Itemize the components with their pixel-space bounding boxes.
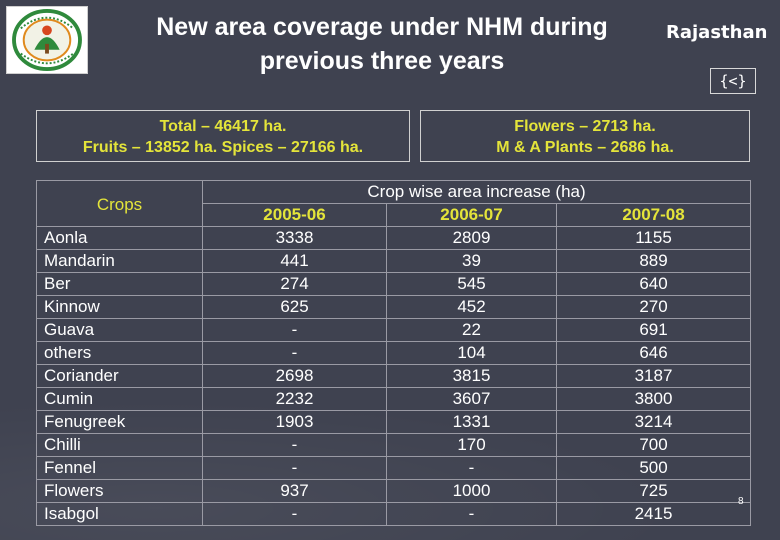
- value-2006-07-cell: 170: [386, 433, 557, 457]
- table-row: Flowers 937 1000 725: [36, 479, 752, 503]
- summary-fruits-spices: Fruits – 13852 ha. Spices – 27166 ha.: [82, 139, 364, 156]
- summary-plants: M & A Plants – 2686 ha.: [496, 139, 674, 156]
- year-header-1: 2005-06: [202, 203, 387, 227]
- table-group-header-row: Crops Crop wise area increase (ha): [36, 180, 752, 227]
- state-label: Rajasthan: [666, 22, 768, 43]
- page-number: 8: [738, 496, 744, 507]
- table-row: Fennel - -500: [36, 456, 752, 480]
- year-header-2: 2006-07: [386, 203, 557, 227]
- value-2006-07-cell: 2809: [386, 226, 557, 250]
- table-row: Fenugreek 1903 1331 3214: [36, 410, 752, 434]
- value-2006-07-cell: -: [386, 502, 557, 526]
- value-2007-08-cell: 889: [555, 249, 752, 273]
- value-2005-06-cell: 937: [202, 479, 387, 503]
- nhm-logo: [6, 6, 88, 74]
- value-2005-06-cell: 2698: [202, 364, 387, 388]
- crop-name-cell: Chilli: [36, 433, 203, 457]
- crop-name-cell: Coriander: [36, 364, 203, 388]
- table-row: Guava -22 691: [36, 318, 752, 342]
- summary-total: Total – 46417 ha.: [159, 118, 287, 135]
- crop-name-cell: Isabgol: [36, 502, 203, 526]
- summary-box-left: Total – 46417 ha. Fruits – 13852 ha. Spi…: [36, 110, 410, 162]
- crop-name-cell: Flowers: [36, 479, 203, 503]
- value-2007-08-cell: 270: [555, 295, 752, 319]
- table-row: Kinnow 625 452 270: [36, 295, 752, 319]
- value-2005-06-cell: 441: [202, 249, 387, 273]
- value-2005-06-cell: 625: [202, 295, 387, 319]
- value-2006-07-cell: 545: [386, 272, 557, 296]
- value-2007-08-cell: 725: [555, 479, 752, 503]
- crops-column-header: Crops: [36, 180, 203, 227]
- value-2006-07-cell: 3607: [386, 387, 557, 411]
- crop-area-table: Crops Crop wise area increase (ha) 2005-…: [36, 180, 752, 526]
- nav-back-button[interactable]: {<}: [710, 68, 756, 94]
- value-2007-08-cell: 691: [555, 318, 752, 342]
- crop-name-cell: Aonla: [36, 226, 203, 250]
- value-2006-07-cell: 39: [386, 249, 557, 273]
- crop-name-cell: Fennel: [36, 456, 203, 480]
- value-2007-08-cell: 2415: [555, 502, 752, 526]
- value-2007-08-cell: 1155: [555, 226, 752, 250]
- value-2007-08-cell: 646: [555, 341, 752, 365]
- crop-name-cell: Kinnow: [36, 295, 203, 319]
- table-year-header-row: 2005-06 2006-07 2007-08: [37, 203, 752, 227]
- value-2005-06-cell: 2232: [202, 387, 387, 411]
- table-row: Ber 274 545 640: [36, 272, 752, 296]
- value-2005-06-cell: -: [202, 318, 387, 342]
- table-row: Coriander 2698 3815 3187: [36, 364, 752, 388]
- value-2006-07-cell: 452: [386, 295, 557, 319]
- value-2005-06-cell: 274: [202, 272, 387, 296]
- crop-name-cell: Guava: [36, 318, 203, 342]
- table-row: Chilli -170 700: [36, 433, 752, 457]
- table-row: Mandarin 441 39 889: [36, 249, 752, 273]
- value-2005-06-cell: -: [202, 433, 387, 457]
- summary-box-right: Flowers – 2713 ha. M & A Plants – 2686 h…: [420, 110, 750, 162]
- value-2007-08-cell: 500: [555, 456, 752, 480]
- table-body: Aonla 3338 2809 1155 Mandarin 441 39 889 Ber 274 5…: [36, 226, 752, 526]
- value-2006-07-cell: 104: [386, 341, 557, 365]
- table-row: Cumin 2232 3607 3800: [36, 387, 752, 411]
- crop-name-cell: Ber: [36, 272, 203, 296]
- title-line-2: previous three years: [259, 47, 505, 75]
- value-2006-07-cell: 1331: [386, 410, 557, 434]
- value-2007-08-cell: 700: [555, 433, 752, 457]
- page-title: New area coverage under NHM during previ…: [112, 10, 652, 78]
- value-2005-06-cell: -: [202, 502, 387, 526]
- area-increase-header: Crop wise area increase (ha): [201, 180, 752, 204]
- value-2007-08-cell: 3214: [555, 410, 752, 434]
- value-2006-07-cell: 3815: [386, 364, 557, 388]
- value-2006-07-cell: -: [386, 456, 557, 480]
- table-row: Aonla 3338 2809 1155: [36, 226, 752, 250]
- value-2005-06-cell: -: [202, 341, 387, 365]
- title-line-1: New area coverage under NHM during: [156, 13, 608, 41]
- crop-name-cell: Fenugreek: [36, 410, 203, 434]
- value-2007-08-cell: 3800: [555, 387, 752, 411]
- value-2006-07-cell: 1000: [386, 479, 557, 503]
- crop-name-cell: others: [36, 341, 203, 365]
- crop-name-cell: Cumin: [36, 387, 203, 411]
- table-row: others -104 646: [36, 341, 752, 365]
- value-2006-07-cell: 22: [386, 318, 557, 342]
- table-row: Isabgol - -2415: [36, 502, 752, 526]
- value-2007-08-cell: 3187: [555, 364, 752, 388]
- value-2005-06-cell: 1903: [202, 410, 387, 434]
- summary-flowers: Flowers – 2713 ha.: [514, 118, 656, 135]
- logo-emblem-icon: [12, 8, 82, 72]
- crop-name-cell: Mandarin: [36, 249, 203, 273]
- value-2005-06-cell: 3338: [202, 226, 387, 250]
- year-header-3: 2007-08: [555, 203, 752, 227]
- value-2005-06-cell: -: [202, 456, 387, 480]
- value-2007-08-cell: 640: [555, 272, 752, 296]
